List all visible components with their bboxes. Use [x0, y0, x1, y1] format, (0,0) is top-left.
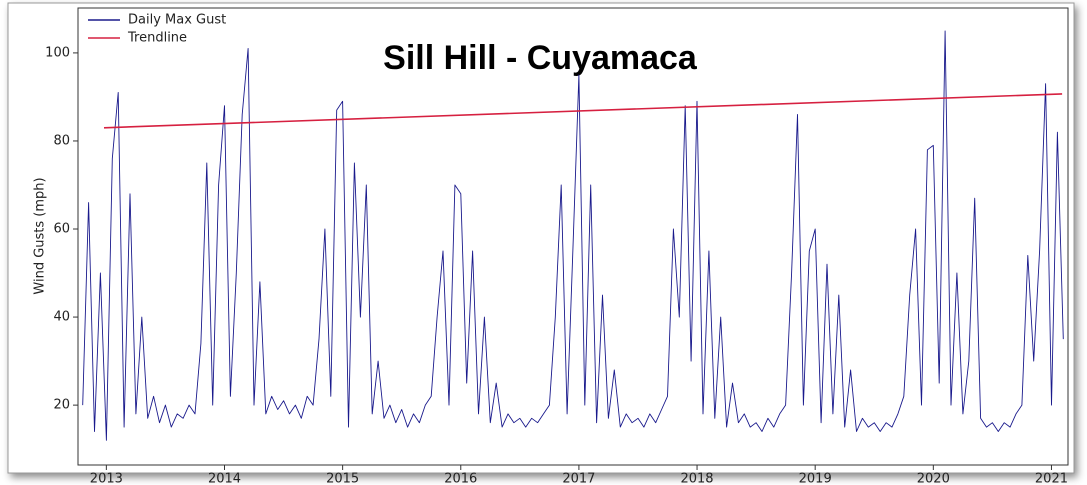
y-tick-label: 60 — [53, 222, 70, 237]
x-tick-label: 2021 — [1035, 472, 1068, 485]
series-line — [82, 30, 1064, 441]
y-tick-label: 40 — [53, 310, 70, 325]
y-axis-label: Wind Gusts (mph) — [33, 177, 48, 294]
series-line — [103, 93, 1063, 129]
legend-label: Trendline — [127, 31, 187, 46]
x-tick-label: 2013 — [90, 472, 123, 485]
y-tick-label: 20 — [53, 398, 70, 413]
x-tick-label: 2014 — [208, 472, 241, 485]
x-tick-label: 2020 — [917, 472, 950, 485]
x-tick-label: 2018 — [680, 472, 713, 485]
y-tick-label: 80 — [53, 133, 70, 148]
legend-label: Daily Max Gust — [128, 13, 226, 28]
x-tick-label: 2017 — [562, 472, 595, 485]
x-tick-label: 2019 — [799, 472, 832, 485]
x-tick-label: 2016 — [444, 472, 477, 485]
y-tick-label: 100 — [45, 45, 70, 60]
x-tick-label: 2015 — [326, 472, 359, 485]
chart-title: Sill Hill - Cuyamaca — [383, 39, 698, 77]
